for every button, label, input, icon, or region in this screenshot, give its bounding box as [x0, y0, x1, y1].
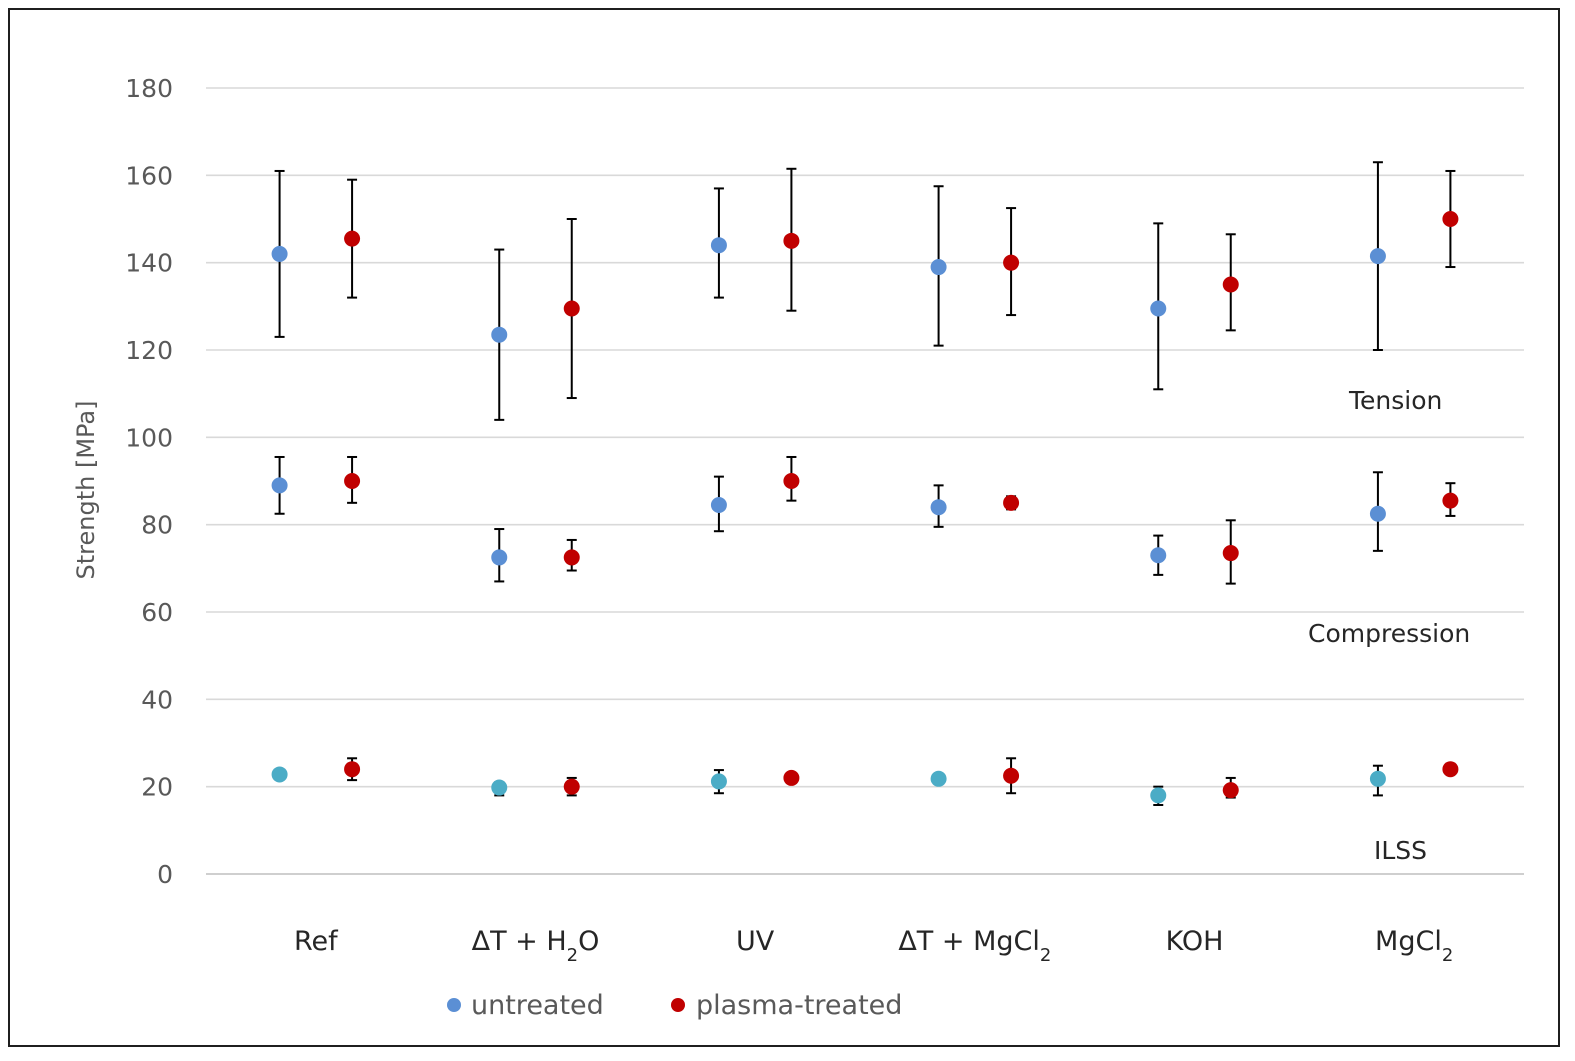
- data-point-tension-untreated: [710, 237, 727, 254]
- y-tick-label: 160: [125, 161, 173, 190]
- y-tick-label: 120: [125, 336, 173, 365]
- y-tick-label: 140: [125, 249, 173, 278]
- data-point-compression-untreated: [271, 477, 288, 494]
- data-point-ilss-untreated: [271, 766, 288, 783]
- y-tick-label: 80: [141, 511, 173, 540]
- data-point-compression-plasma-treated: [783, 473, 800, 489]
- category-label: ΔT + MgCl2: [898, 926, 1051, 966]
- category-label: Ref: [294, 926, 339, 957]
- category-label: UV: [736, 926, 775, 957]
- data-point-ilss-plasma-treated: [344, 761, 361, 778]
- data-points: [271, 211, 1459, 804]
- x-category-labels: Ref ΔT + H2O UV ΔT + MgCl2 KOH MgCl2: [294, 926, 1453, 966]
- data-point-ilss-plasma-treated: [563, 778, 580, 795]
- group-label-compression: Compression: [1308, 619, 1470, 648]
- error-bars: [274, 161, 1456, 807]
- data-point-compression-untreated: [930, 499, 947, 516]
- data-point-compression-untreated: [710, 497, 727, 514]
- data-point-ilss-plasma-treated: [1442, 761, 1459, 778]
- data-point-tension-untreated: [930, 259, 947, 276]
- data-point-ilss-untreated: [1369, 770, 1386, 787]
- y-axis-label: Strength [MPa]: [72, 401, 100, 580]
- data-point-compression-plasma-treated: [563, 549, 580, 566]
- data-point-ilss-plasma-treated: [783, 769, 800, 786]
- y-tick-labels: 0 20 40 60 80 100 120 140 160 180: [125, 74, 173, 889]
- data-point-compression-untreated: [1369, 505, 1386, 522]
- data-point-tension-plasma-treated: [1442, 211, 1459, 227]
- data-point-tension-untreated: [491, 326, 508, 343]
- category-label: ΔT + H2O: [472, 926, 600, 966]
- y-tick-label: 20: [141, 773, 173, 802]
- data-point-ilss-untreated: [710, 773, 727, 790]
- data-point-compression-plasma-treated: [1003, 494, 1020, 511]
- data-point-ilss-untreated: [930, 770, 947, 787]
- data-point-ilss-untreated: [491, 779, 508, 796]
- group-label-ilss: ILSS: [1374, 836, 1427, 865]
- y-tick-label: 0: [157, 860, 173, 889]
- group-label-tension: Tension: [1348, 386, 1442, 415]
- data-point-tension-plasma-treated: [1222, 276, 1239, 293]
- data-point-compression-plasma-treated: [1222, 545, 1239, 562]
- y-tick-label: 60: [141, 598, 173, 627]
- data-point-tension-plasma-treated: [1003, 254, 1020, 271]
- legend-marker-untreated: [447, 998, 461, 1012]
- data-point-tension-plasma-treated: [563, 300, 580, 317]
- gridlines: [206, 87, 1524, 875]
- legend-marker-plasma-treated: [671, 998, 685, 1012]
- data-point-ilss-plasma-treated: [1003, 767, 1020, 784]
- category-label: KOH: [1166, 926, 1224, 957]
- legend-label-plasma-treated: plasma-treated: [696, 990, 902, 1021]
- y-tick-label: 180: [125, 74, 173, 103]
- data-point-compression-untreated: [491, 549, 508, 566]
- data-point-ilss-untreated: [1150, 787, 1167, 804]
- data-point-tension-plasma-treated: [783, 232, 800, 249]
- y-tick-label: 100: [125, 423, 173, 452]
- data-point-tension-untreated: [1150, 300, 1167, 317]
- data-point-compression-untreated: [1150, 547, 1167, 564]
- y-tick-label: 40: [141, 685, 173, 714]
- legend-label-untreated: untreated: [471, 990, 604, 1021]
- legend: untreated plasma-treated: [447, 990, 902, 1021]
- data-point-tension-untreated: [271, 245, 288, 262]
- category-label: MgCl2: [1375, 926, 1453, 966]
- chart-frame: 0 20 40 60 80 100 120 140 160 180 Strength [MPa] …: [8, 8, 1560, 1047]
- data-point-compression-plasma-treated: [344, 473, 361, 489]
- data-point-ilss-plasma-treated: [1222, 782, 1239, 799]
- data-point-tension-plasma-treated: [344, 230, 361, 247]
- data-point-compression-plasma-treated: [1442, 492, 1459, 509]
- data-point-tension-untreated: [1369, 248, 1386, 265]
